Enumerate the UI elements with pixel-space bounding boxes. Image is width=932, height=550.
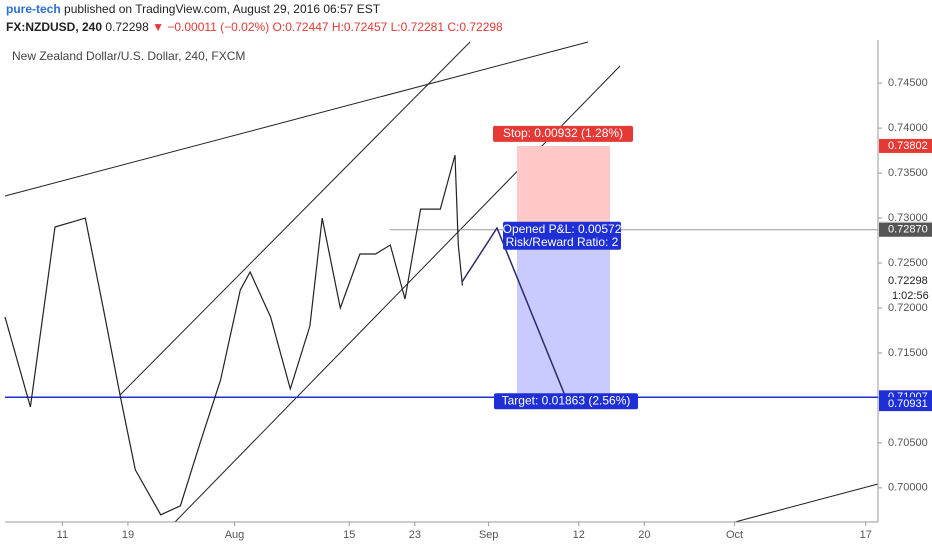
stop-label: Stop: 0.00932 (1.28%) <box>503 126 623 140</box>
projection-arrow <box>461 226 569 404</box>
price-tag <box>879 222 932 237</box>
y-tick-label: 0.70000 <box>888 482 928 494</box>
arrow: ▼ <box>152 20 164 34</box>
x-tick-label: 11 <box>57 529 68 541</box>
x-tick-label: 23 <box>409 529 421 541</box>
trend-line <box>734 483 879 523</box>
y-tick-label: 0.73000 <box>888 212 928 224</box>
price-tag <box>879 397 932 412</box>
y-tick-label: 0.71500 <box>888 347 928 359</box>
channel-line <box>119 41 471 396</box>
header: pure-tech published on TradingView.com, … <box>6 0 503 36</box>
published: published on TradingView.com, August 29,… <box>64 2 381 16</box>
y-tick-label: 0.72000 <box>888 302 928 314</box>
x-tick-label: 15 <box>343 529 355 541</box>
x-tick-label: Oct <box>726 529 743 541</box>
publish-line: pure-tech published on TradingView.com, … <box>6 0 503 18</box>
pnl-label: Opened P&L: 0.00572 <box>503 222 622 236</box>
x-tick-label: 17 <box>860 529 872 541</box>
x-tick-label: Sep <box>479 529 499 541</box>
stop-zone <box>517 145 610 230</box>
price-tag-label: 0.72870 <box>888 224 928 236</box>
ohlc: O:0.72447 H:0.72457 L:0.72281 C:0.72298 <box>272 20 503 34</box>
x-tick-label: 19 <box>122 529 134 541</box>
stop-label-bg <box>493 125 633 142</box>
price-tag <box>879 138 932 153</box>
chart-title: New Zealand Dollar/U.S. Dollar, 240, FXC… <box>12 49 245 63</box>
price-tag-label: 0.72298 <box>888 275 928 287</box>
price-line <box>4 154 463 516</box>
target-label: Target: 0.01863 (2.56%) <box>502 393 631 407</box>
y-tick-label: 0.70500 <box>888 437 928 449</box>
symbol: FX:NZDUSD, 240 <box>6 20 103 34</box>
y-tick-label: 0.73500 <box>888 167 928 179</box>
price-tag-label: 0.70931 <box>888 398 928 410</box>
x-tick-label: 20 <box>638 529 650 541</box>
x-tick-label: Aug <box>225 529 245 541</box>
pnl-bg <box>503 221 621 250</box>
last: 0.72298 <box>105 20 149 34</box>
channel-line <box>174 65 621 523</box>
y-tick-label: 0.74500 <box>888 77 928 89</box>
change: −0.00011 (−0.02%) <box>167 20 270 34</box>
y-tick-label: 0.72500 <box>888 257 928 269</box>
x-tick-label: 12 <box>573 529 585 541</box>
price-tag-label: 0.73802 <box>888 140 928 152</box>
rr-label: Risk/Reward Ratio: 2 <box>506 235 619 249</box>
countdown: 1:02:56 <box>892 290 929 302</box>
author[interactable]: pure-tech <box>6 2 61 16</box>
target-label-bg <box>494 393 638 410</box>
quote-line: FX:NZDUSD, 240 0.72298 ▼ −0.00011 (−0.02… <box>6 18 503 36</box>
trend-line <box>4 41 589 197</box>
y-tick-label: 0.74000 <box>888 122 928 134</box>
